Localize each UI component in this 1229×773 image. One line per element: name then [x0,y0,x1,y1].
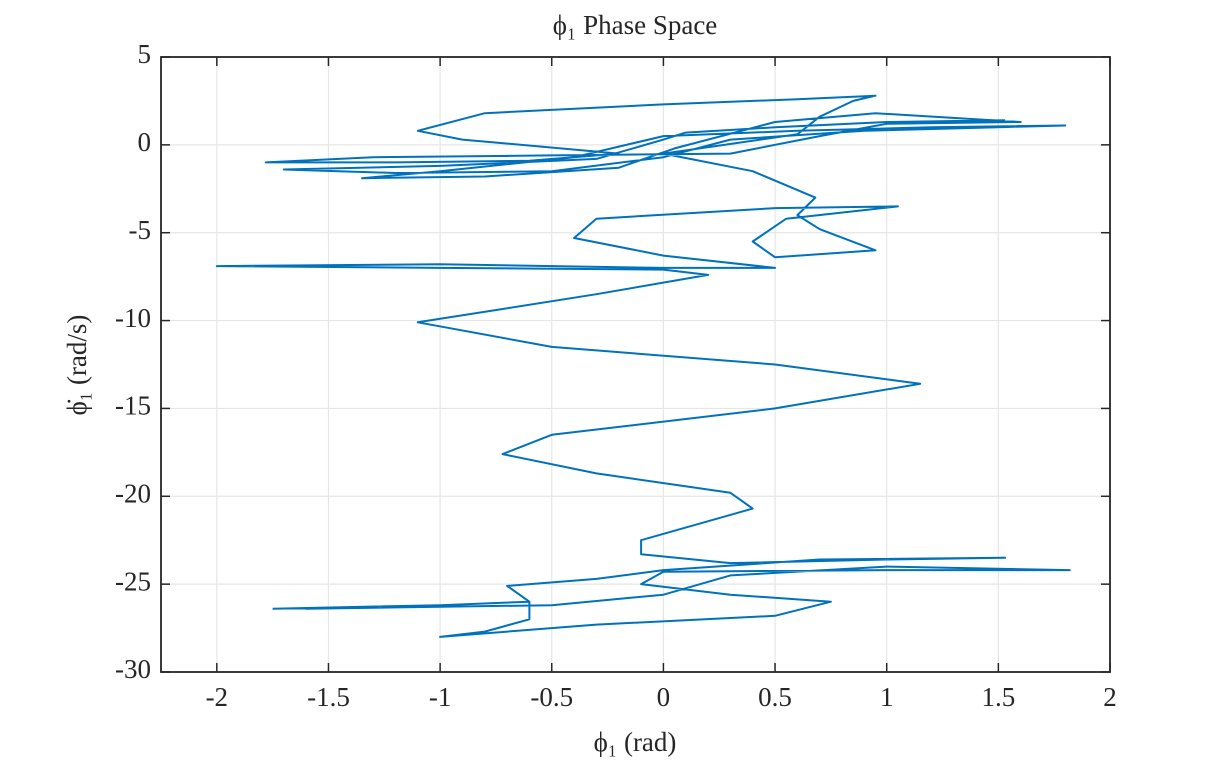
x-tick-label: 0.5 [758,682,792,712]
x-tick-label: 0 [657,682,671,712]
y-tick-label: -30 [115,654,151,684]
y-tick-label: -10 [115,303,151,333]
axes-box [160,56,1111,673]
chart-title: ϕ₁ Phase Space [553,10,718,40]
y-tick-label: 5 [138,39,152,69]
y-tick-label: 0 [138,127,152,157]
y-axis-label: ϕ̇₁ (rad/s) [62,315,92,416]
y-tick-label: -25 [115,566,151,596]
x-tick-label: -0.5 [530,682,573,712]
x-tick-label: 2 [1103,682,1117,712]
y-tick-label: -15 [115,391,151,421]
x-tick-label: -2 [206,682,229,712]
x-tick-label: 1.5 [981,682,1015,712]
data-line [215,94,1071,638]
x-axis-label: ϕ₁ (rad) [594,727,677,757]
x-tick-label: -1 [429,682,452,712]
x-tick-label: 1 [880,682,894,712]
y-tick-label: -20 [115,478,151,508]
y-tick-label: -5 [129,215,152,245]
x-tick-label: -1.5 [307,682,350,712]
